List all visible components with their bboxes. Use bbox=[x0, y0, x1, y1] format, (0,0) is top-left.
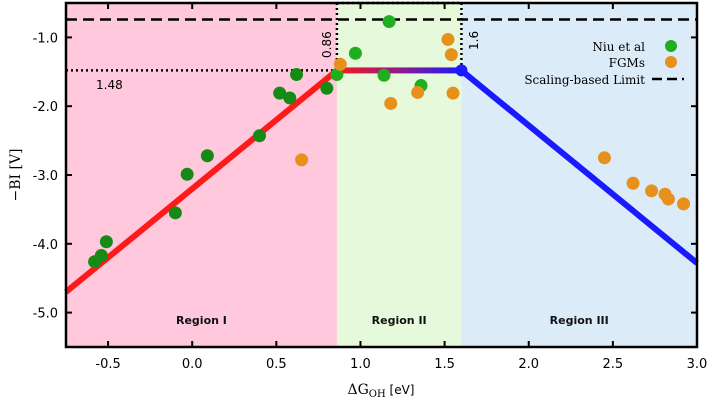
region-1-background bbox=[66, 3, 337, 347]
annotation-0-86: 0.86 bbox=[320, 31, 334, 58]
region-3-background bbox=[461, 3, 697, 347]
regions bbox=[66, 3, 697, 347]
fgm-point bbox=[446, 86, 460, 100]
legend-label-scaling-limit: Scaling-based Limit bbox=[524, 73, 645, 87]
x-tick-label: 0.5 bbox=[266, 357, 287, 372]
y-axis-label: −BI [V] bbox=[8, 148, 24, 201]
niu-point bbox=[283, 91, 297, 105]
fgm-point bbox=[597, 151, 611, 165]
annotation-1-48: 1.48 bbox=[96, 78, 123, 92]
ticks: -0.5 0.0 0.5 1.0 1.5 2.0 2.5 3.0 -1.0 -2.0 -3.0 -4.… bbox=[33, 3, 708, 372]
x-tick-label: 2.5 bbox=[603, 357, 624, 372]
x-tick-label: 1.5 bbox=[434, 357, 455, 372]
niu-point bbox=[330, 68, 344, 82]
volcano-right-line bbox=[459, 68, 699, 266]
y-tick-label: -3.0 bbox=[33, 169, 58, 184]
y-tick-label: -1.0 bbox=[33, 31, 58, 46]
data-points bbox=[88, 15, 691, 269]
fgm-point bbox=[661, 192, 675, 206]
x-axis-label: ΔGOH [eV] bbox=[348, 382, 415, 400]
y-tick-label: -5.0 bbox=[33, 307, 58, 322]
region-label-2: Region II bbox=[372, 314, 427, 327]
y-tick-label: -2.0 bbox=[33, 100, 58, 115]
fgm-point bbox=[411, 85, 425, 99]
niu-point bbox=[94, 248, 108, 262]
region-label-1: Region I bbox=[176, 314, 227, 327]
x-tick-label: 3.0 bbox=[687, 357, 708, 372]
niu-point bbox=[382, 15, 396, 29]
fgm-point bbox=[384, 96, 398, 110]
legend-marker-fgms bbox=[665, 56, 677, 68]
niu-point bbox=[273, 86, 287, 100]
fgm-point bbox=[645, 184, 659, 198]
region-2-background bbox=[336, 3, 462, 347]
volcano-peak-marker bbox=[455, 64, 468, 77]
volcano-left-line bbox=[64, 68, 339, 295]
legend-label-fgms: FGMs bbox=[609, 56, 645, 70]
x-tick-label: -0.5 bbox=[95, 357, 120, 372]
x-tick-label: 2.0 bbox=[518, 357, 539, 372]
volcano-top-line bbox=[336, 67, 462, 74]
niu-point bbox=[168, 206, 182, 220]
fgm-point bbox=[677, 197, 691, 211]
x-tick-label: 1.0 bbox=[350, 357, 371, 372]
legend: Niu et al FGMs Scaling-based Limit bbox=[524, 40, 684, 87]
niu-point bbox=[377, 68, 391, 82]
niu-point bbox=[290, 68, 304, 82]
fgm-point bbox=[333, 57, 347, 71]
fgm-point bbox=[295, 153, 309, 167]
fgm-point bbox=[626, 176, 640, 190]
niu-point bbox=[348, 46, 362, 60]
niu-point bbox=[99, 235, 113, 249]
niu-point bbox=[320, 81, 334, 95]
legend-label-niu: Niu et al bbox=[592, 40, 645, 54]
niu-point bbox=[253, 129, 267, 143]
fgm-point bbox=[444, 48, 458, 62]
volcano-lines bbox=[64, 64, 699, 295]
niu-point bbox=[200, 149, 214, 163]
y-tick-label: -4.0 bbox=[33, 238, 58, 253]
region-label-3: Region III bbox=[550, 314, 609, 327]
x-tick-label: 0.0 bbox=[182, 357, 203, 372]
annotation-1-6: 1.6 bbox=[467, 31, 481, 50]
niu-point bbox=[180, 167, 194, 181]
fgm-point bbox=[441, 32, 455, 46]
legend-marker-niu bbox=[665, 40, 677, 52]
